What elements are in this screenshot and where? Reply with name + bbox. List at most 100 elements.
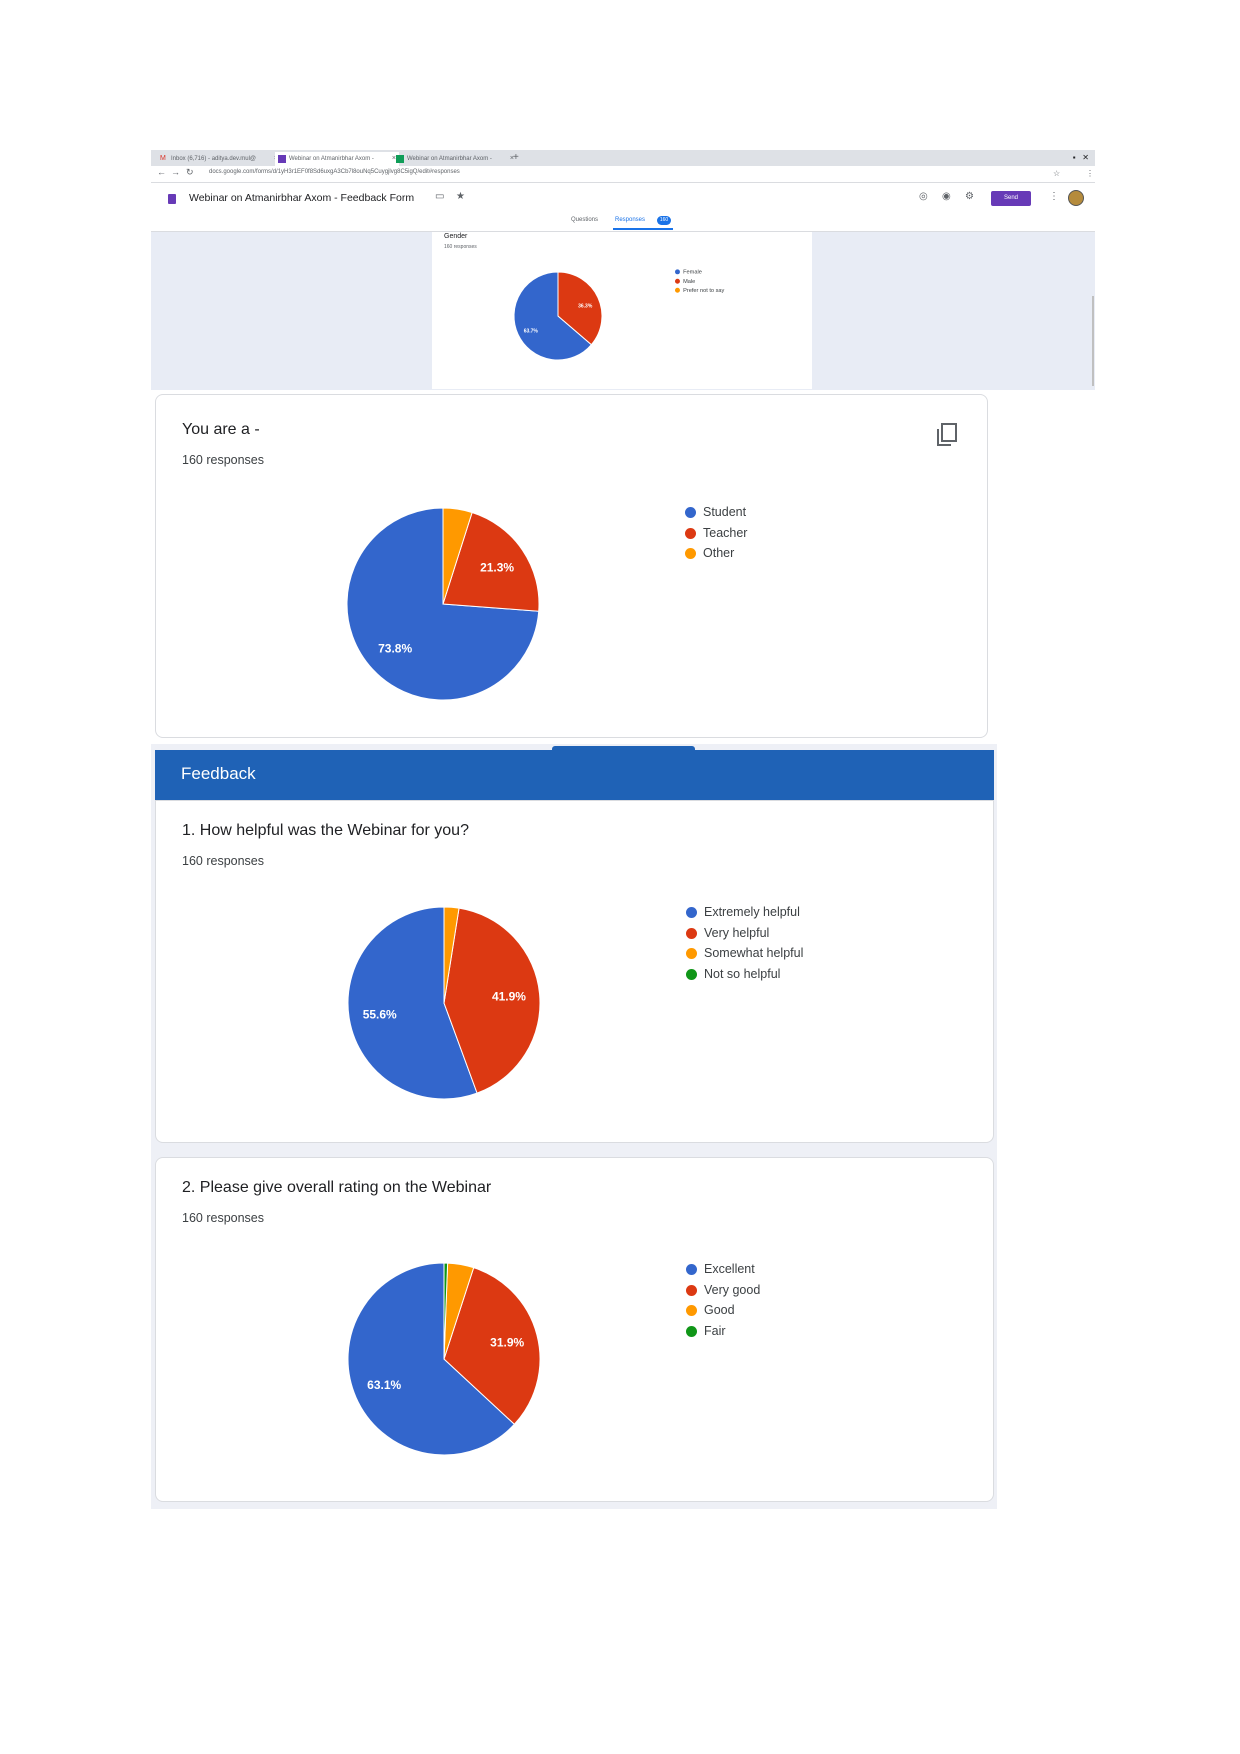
response-count: 160 responses (182, 854, 265, 868)
section-title: Feedback (181, 764, 256, 783)
tab-label: Webinar on Atmanirbhar Axom - (289, 156, 374, 162)
more-options-icon[interactable]: ⋮ (1049, 191, 1059, 202)
question-title: You are a - (182, 421, 260, 438)
sheets-icon (396, 155, 404, 163)
form-header: Webinar on Atmanirbhar Axom - Feedback F… (151, 183, 1095, 213)
copy-chart-icon[interactable] (935, 422, 959, 448)
tab-label: Inbox (6,716) - aditya.dev.mul@ (171, 156, 257, 162)
question-card-helpful: 1. How helpful was the Webinar for you? … (155, 800, 994, 1143)
bookmark-star-icon[interactable]: ☆ (1053, 169, 1061, 178)
pie-slice-male[interactable] (557, 271, 603, 346)
question-title: Gender (444, 233, 468, 240)
form-tabs: Questions Responses 160 (151, 213, 1095, 232)
role-pie-chart: 73.8% 21.3% (346, 507, 540, 701)
back-icon[interactable]: ← (157, 167, 166, 177)
legend-swatch (686, 1284, 697, 1296)
form-title[interactable]: Webinar on Atmanirbhar Axom - Feedback F… (189, 192, 415, 204)
window-close-icon[interactable]: ▪ ✕ (1072, 153, 1089, 162)
legend-swatch (686, 907, 697, 918)
preview-eye-icon[interactable]: ◉ (942, 191, 951, 202)
send-button[interactable]: Send (991, 191, 1031, 206)
legend-label: Female (683, 268, 702, 275)
close-icon[interactable]: × (391, 155, 396, 162)
legend-swatch (686, 1264, 697, 1275)
legend-swatch (686, 1325, 697, 1337)
pie-slice-fair[interactable] (443, 1262, 449, 1360)
legend-swatch (685, 548, 696, 559)
legend-label: Excellent (704, 1262, 755, 1276)
gmail-icon: M (160, 155, 166, 162)
tab-questions[interactable]: Questions (571, 217, 599, 223)
browser-tab-form[interactable]: Webinar on Atmanirbhar Axom - × (275, 152, 399, 166)
pie-slice-very-helpful[interactable] (443, 907, 541, 1094)
legend-swatch (686, 968, 697, 980)
pie-slice-very-good[interactable] (443, 1267, 541, 1425)
scrollbar[interactable] (1092, 296, 1094, 386)
pie-slice-other[interactable] (442, 507, 473, 605)
pie-data-label: 36.3% (578, 304, 593, 310)
forms-icon (168, 194, 176, 204)
question-card-role: You are a - 160 responses 73.8% 21.3% Stu… (155, 394, 988, 738)
avatar[interactable] (1068, 190, 1084, 206)
legend-label: Very helpful (704, 925, 770, 940)
response-count: 160 responses (182, 453, 265, 467)
tab-strip: M Inbox (6,716) - aditya.dev.mul@ × Webi… (151, 150, 1095, 166)
legend-swatch (675, 269, 680, 275)
pie-data-label: 31.9% (490, 1336, 524, 1350)
legend-swatch (686, 927, 697, 939)
browser-tab-gmail[interactable]: M Inbox (6,716) - aditya.dev.mul@ × (157, 152, 281, 166)
browser-tab-sheet[interactable]: Webinar on Atmanirbhar Axom - × (393, 152, 517, 166)
pie-data-label: 21.3% (480, 560, 514, 574)
question-card-rating: 2. Please give overall rating on the Web… (155, 1157, 994, 1502)
url-field[interactable]: docs.google.com/forms/d/1yH3r1EF0f8Sd6ux… (209, 169, 460, 175)
settings-gear-icon[interactable]: ⚙ (965, 191, 974, 202)
tab-responses[interactable]: Responses (615, 217, 646, 223)
legend-label: Somewhat helpful (704, 946, 804, 960)
folder-icon[interactable]: ▭ (435, 191, 445, 202)
legend-label: Very good (704, 1282, 761, 1297)
menu-dots-icon[interactable]: ⋮ (1086, 169, 1094, 178)
legend-label: Other (703, 546, 735, 560)
pie-slice-female[interactable] (513, 271, 593, 361)
pie-slice-teacher[interactable] (442, 511, 540, 612)
reload-icon[interactable]: ↻ (186, 167, 194, 177)
legend-label: Not so helpful (704, 966, 781, 981)
pie-data-label: 63.1% (367, 1378, 401, 1392)
response-count: 160 responses (182, 1211, 265, 1225)
pie-slice-somewhat-helpful[interactable] (443, 906, 460, 1004)
forward-icon[interactable]: → (171, 167, 180, 177)
pie-data-label: 41.9% (492, 990, 526, 1004)
legend-swatch (686, 1305, 697, 1316)
close-icon[interactable]: × (509, 155, 514, 162)
legend-swatch (685, 507, 696, 518)
pie-data-label: 63.7% (524, 328, 539, 334)
forms-icon (278, 155, 286, 163)
legend-swatch (675, 278, 680, 284)
pie-slice-excellent[interactable] (347, 1262, 516, 1456)
helpful-pie-chart: 55.6% 41.9% (347, 906, 541, 1100)
gender-pie-chart: 63.7% 36.3% (513, 271, 603, 361)
legend-swatch (675, 287, 680, 293)
responses-count-badge: 160 (657, 216, 671, 225)
pie-data-label: 73.8% (378, 641, 412, 655)
section-header: Feedback (155, 750, 994, 800)
pie-data-label: 55.6% (363, 1007, 397, 1021)
legend-label: Teacher (703, 525, 748, 540)
pie-slice-extremely-helpful[interactable] (347, 906, 478, 1100)
gender-card: Gender 160 responses 63.7% 36.3% Female Ma… (432, 232, 812, 389)
legend-label: Extremely helpful (704, 905, 800, 919)
address-bar: ← → ↻ docs.google.com/forms/d/1yH3r1EF0f… (151, 166, 1095, 183)
legend-label: Prefer not to say (683, 286, 725, 294)
legend-swatch (686, 948, 697, 959)
legend-label: Fair (704, 1323, 726, 1338)
star-icon[interactable]: ★ (456, 191, 465, 202)
question-title: 1. How helpful was the Webinar for you? (182, 822, 469, 839)
legend-swatch (685, 527, 696, 539)
rating-pie-chart: 63.1% 31.9% (347, 1262, 541, 1456)
active-tab-indicator (613, 228, 673, 230)
new-tab-button[interactable]: + (513, 152, 519, 163)
question-title: 2. Please give overall rating on the Web… (182, 1179, 492, 1196)
palette-icon[interactable]: ◎ (919, 191, 928, 202)
legend-label: Student (703, 505, 747, 519)
response-count: 160 responses (444, 244, 477, 250)
